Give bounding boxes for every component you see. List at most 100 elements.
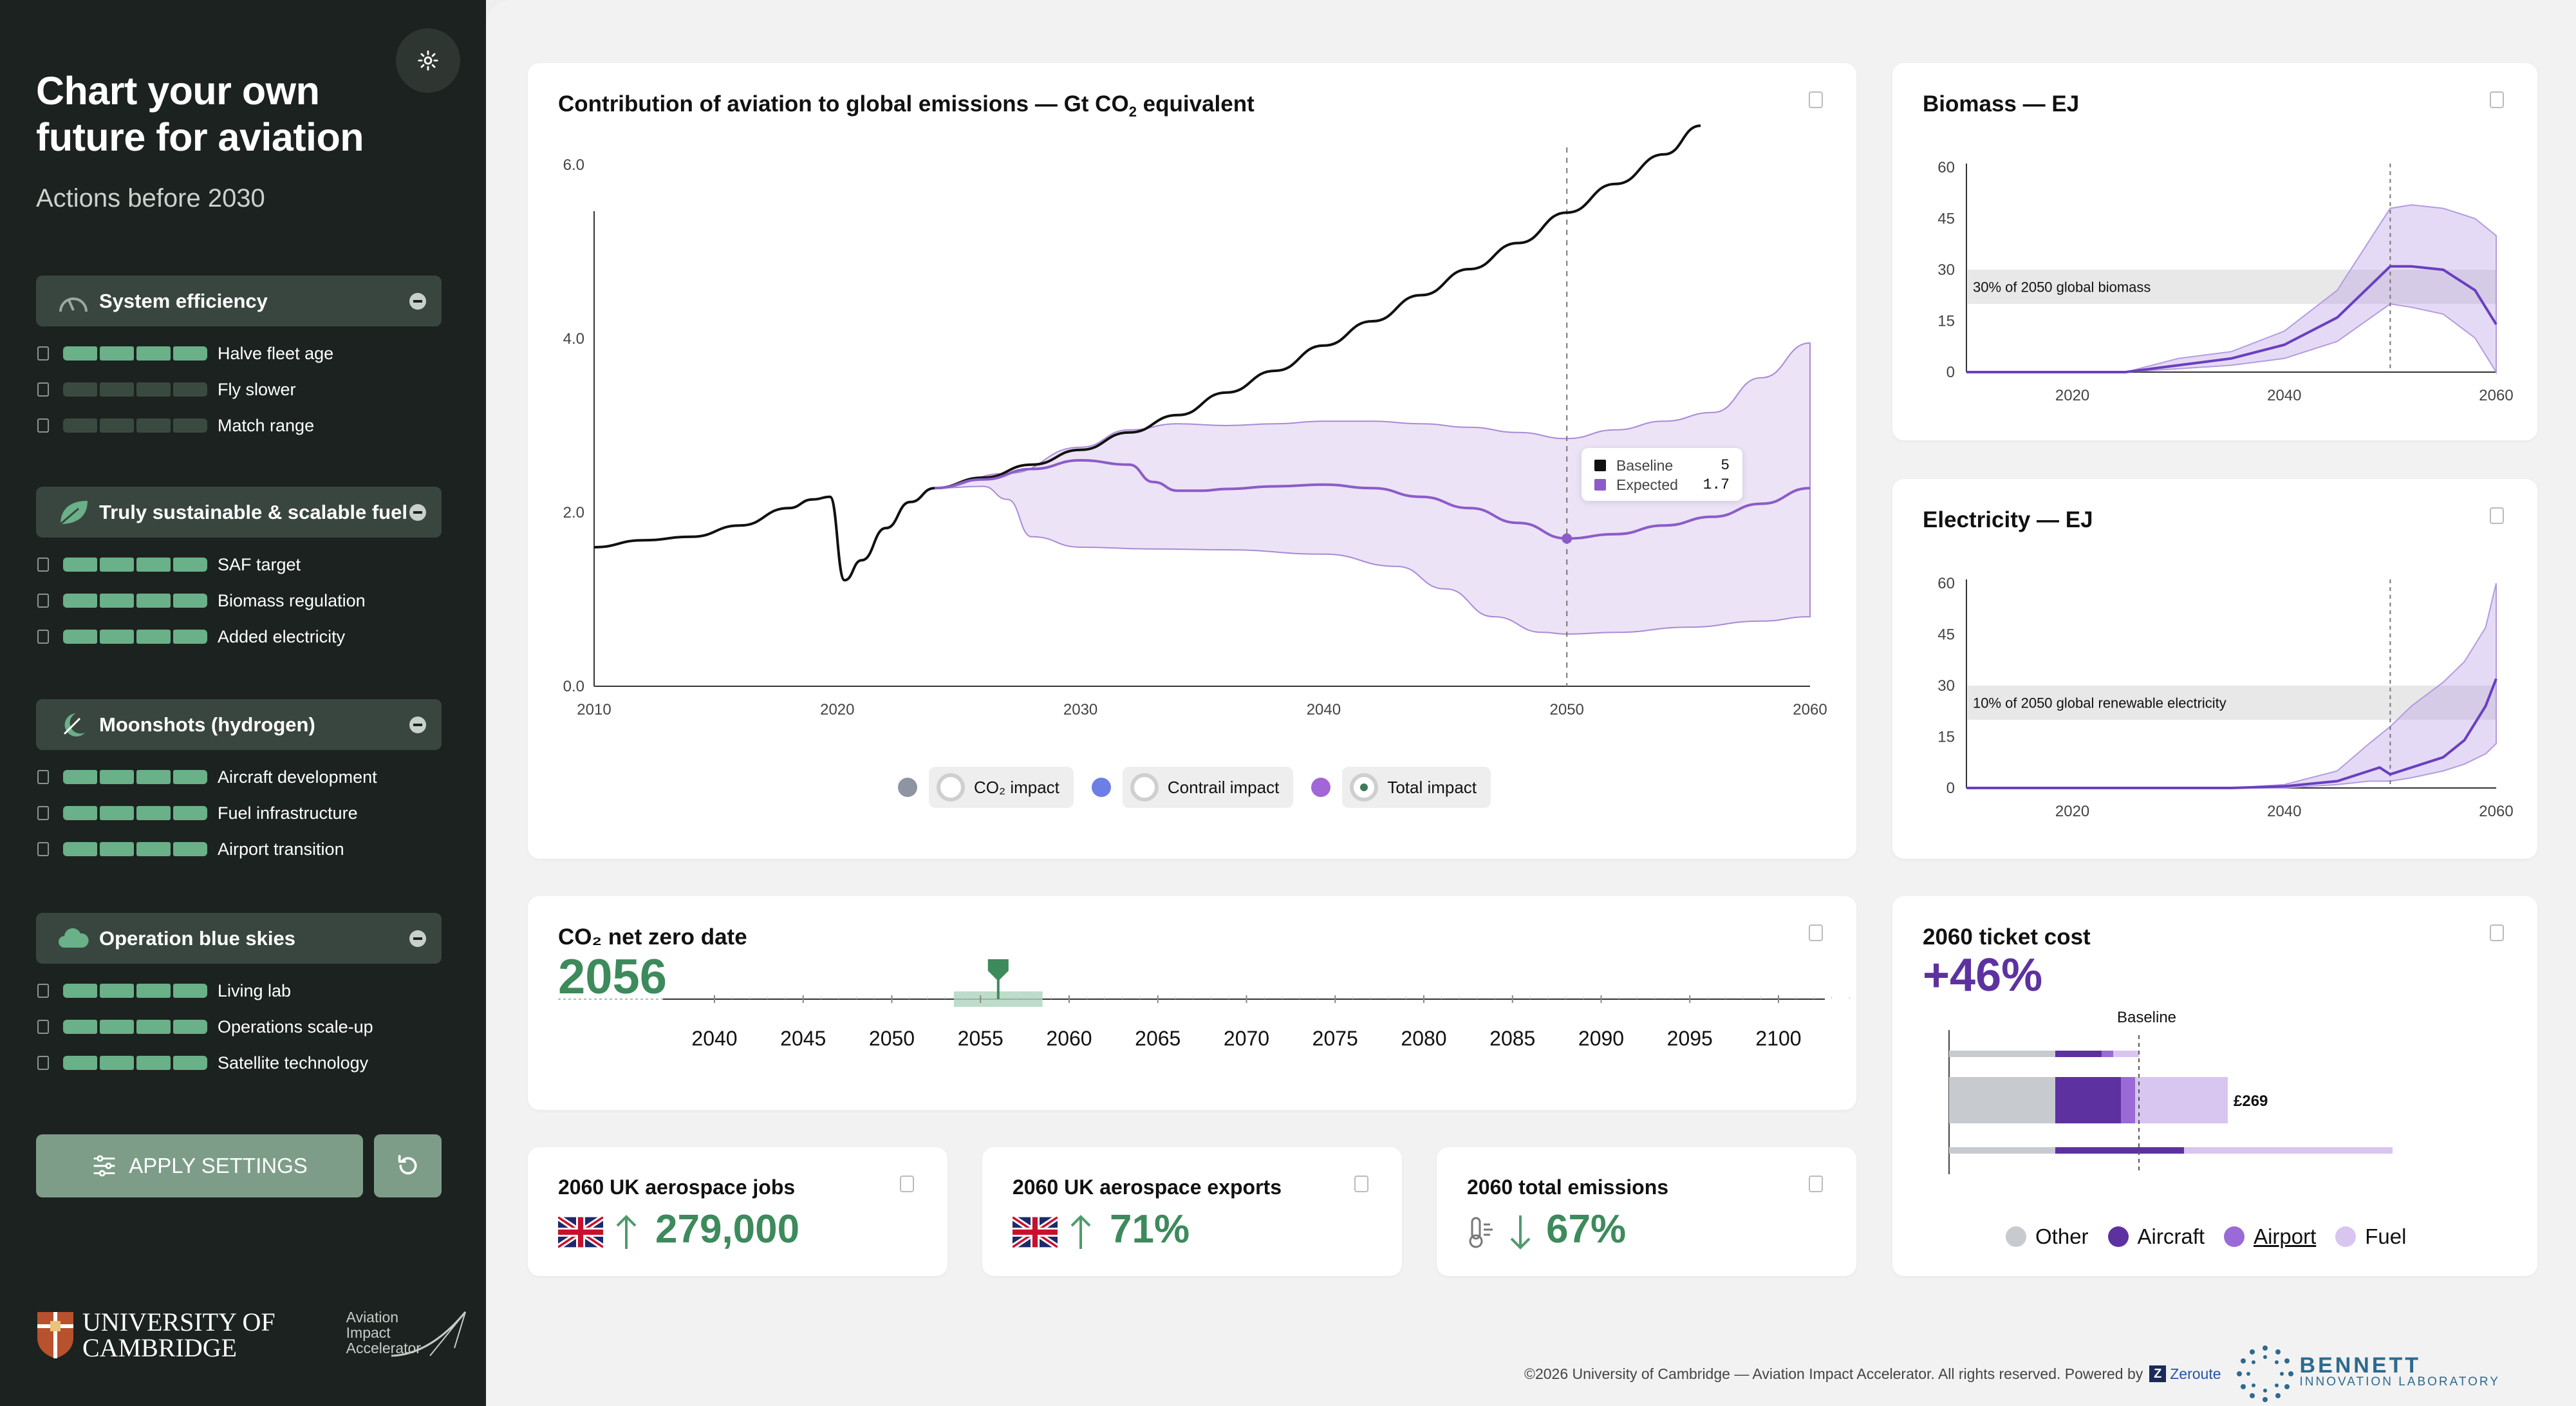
lever-slider[interactable] [63,770,207,784]
collapse-icon[interactable] [409,930,426,947]
biomass-chart: 0 15 30 45 60 2020 2040 2060 30% of 2050 global … [1937,159,2513,404]
x-tick-label: 2060 [2479,803,2513,820]
collapse-icon[interactable] [409,716,426,733]
settings-button[interactable] [396,28,460,93]
info-icon[interactable] [37,594,49,608]
info-icon[interactable] [2490,507,2504,524]
info-icon[interactable] [37,418,49,433]
info-icon[interactable] [37,770,49,784]
footer: ©2026 University of Cambridge — Aviation… [1524,1343,2500,1405]
info-icon[interactable] [37,630,49,644]
total-emissions-title: 2060 total emissions [1467,1176,1669,1199]
lever-slider[interactable] [63,346,207,361]
lever-slider[interactable] [63,842,207,856]
app-title-line2: future for aviation [36,115,364,159]
lever-item[interactable]: Added electricity [36,619,442,655]
reset-button[interactable] [374,1134,442,1197]
co2-impact-toggle[interactable]: CO₂ impact [929,767,1074,808]
info-icon[interactable] [1354,1176,1368,1192]
lever-label: Halve fleet age [218,343,334,363]
info-icon[interactable] [37,346,49,361]
lever-item[interactable]: Fly slower [36,371,442,408]
info-icon[interactable] [37,806,49,820]
lever-slider[interactable] [63,806,207,820]
copyright-text: ©2026 University of Cambridge — Aviation… [1524,1365,2143,1382]
timeline-tick-label: 2070 [1224,1027,1269,1050]
y-tick-label: 2.0 [563,504,584,521]
info-icon[interactable] [900,1176,914,1192]
info-icon[interactable] [37,984,49,998]
lever-group-label: Moonshots (hydrogen) [99,713,315,736]
lever-slider[interactable] [63,558,207,572]
info-icon[interactable] [37,1056,49,1070]
lever-group-header[interactable]: Operation blue skies [36,913,442,964]
lever-group-header[interactable]: Truly sustainable & scalable fuel [36,487,442,538]
lever-group-label: Operation blue skies [99,926,295,950]
exports-title: 2060 UK aerospace exports [1013,1176,1282,1199]
x-tick-label: 2020 [2055,803,2089,820]
expected-aircraft-bar [2055,1077,2121,1123]
info-icon[interactable] [1809,924,1823,941]
lever-item[interactable]: SAF target [36,547,442,583]
lever-slider[interactable] [63,1020,207,1034]
collapse-icon[interactable] [409,292,426,310]
lever-group-header[interactable]: System efficiency [36,276,442,326]
lever-slider[interactable] [63,382,207,397]
info-icon[interactable] [37,1020,49,1034]
thermometer-icon [1469,1217,1493,1248]
lever-group-header[interactable]: Moonshots (hydrogen) [36,699,442,750]
gear-icon [418,50,438,71]
lever-item[interactable]: Aircraft development [36,759,442,795]
x-tick-label: 2040 [1307,701,1341,718]
ticket-value: +46% [1923,950,2043,1001]
expected-series-line [934,458,1811,540]
info-icon[interactable] [1809,1176,1823,1192]
baseline-fuel-bar [2113,1051,2139,1057]
total-impact-toggle[interactable]: Total impact [1342,767,1491,808]
info-icon[interactable] [2490,924,2504,941]
info-icon[interactable] [37,382,49,397]
info-icon[interactable] [2490,91,2504,108]
emissions-legend: CO₂ impact Contrail impact Total impact [898,767,1491,808]
lever-item[interactable]: Satellite technology [36,1045,442,1081]
lever-item[interactable]: Fuel infrastructure [36,795,442,831]
lever-item[interactable]: Halve fleet age [36,335,442,371]
lever-slider[interactable] [63,984,207,998]
y-tick-label: 4.0 [563,330,584,348]
timeline-tick-label: 2085 [1489,1027,1535,1050]
lever-group: System efficiency Halve fleet age Fly slow… [36,276,442,444]
y-tick-label: 0 [1946,364,1955,381]
ticket-card: 2060 ticket cost +46% Baseline £269 Other… [1892,896,2537,1276]
jobs-card: 2060 UK aerospace jobs 279,000 [528,1147,947,1276]
netzero-marker-pin[interactable] [987,959,1009,981]
lever-item[interactable]: Living lab [36,973,442,1009]
collapse-icon[interactable] [409,503,426,521]
lever-item[interactable]: Biomass regulation [36,583,442,619]
timeline-tick-label: 2065 [1135,1027,1181,1050]
apply-settings-button[interactable]: APPLY SETTINGS [36,1134,363,1197]
info-icon[interactable] [37,842,49,856]
y-tick-label: 30 [1937,261,1955,279]
lever-slider[interactable] [63,418,207,433]
lever-item[interactable]: Airport transition [36,831,442,867]
y-tick-label: 60 [1937,159,1955,176]
lever-slider[interactable] [63,630,207,644]
info-icon[interactable] [1809,91,1823,108]
netzero-card: CO₂ net zero date 2056 2040 2045 2050 2055 2… [528,896,1856,1110]
contrail-impact-toggle[interactable]: Contrail impact [1122,767,1294,808]
x-tick-label: 2050 [1550,701,1584,718]
ticket-legend: Other Aircraft Airport Fuel [2006,1224,2406,1249]
x-tick-label: 2040 [2267,803,2301,820]
lever-slider[interactable] [63,594,207,608]
aia-logo: Aviation Impact Accelerator [346,1309,475,1361]
x-tick-label: 2020 [2055,387,2089,404]
y-tick-label: 30 [1937,677,1955,695]
lever-item[interactable]: Match range [36,408,442,444]
lever-item[interactable]: Operations scale-up [36,1009,442,1045]
zeroute-link[interactable]: Zeroute [2170,1365,2221,1382]
lever-slider[interactable] [63,1056,207,1070]
y-tick-label: 0.0 [563,678,584,695]
biomass-card: Biomass — EJ 0 15 30 45 60 2020 2040 2060 30% of… [1892,63,2537,440]
netzero-timeline[interactable]: 2040 2045 2050 2055 2060 2065 2070 2075 2080 2085… [528,896,1856,1110]
info-icon[interactable] [37,558,49,572]
